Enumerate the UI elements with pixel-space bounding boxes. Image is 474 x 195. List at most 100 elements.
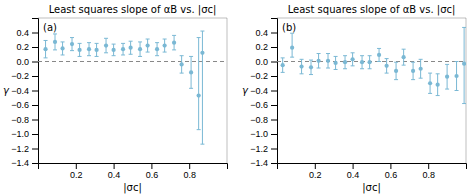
point (53, 40, 57, 44)
panel: 0.20.40.60.80.40.20.0−0.2−0.4−0.6−0.8−1.… (3, 4, 227, 194)
point (462, 62, 466, 66)
y-axis-tick: −0.6 (250, 100, 277, 110)
y-axis-tick: −0.2 (11, 71, 38, 81)
y-axis-tick-mark (32, 105, 38, 106)
error-bar (334, 56, 338, 69)
y-axis-tick-mark (271, 134, 277, 135)
error-bar (146, 39, 150, 52)
point (70, 42, 74, 46)
y-axis-tick-label: −1.4 (11, 158, 29, 168)
y-axis-tick-label: −1.0 (11, 129, 29, 139)
error-bar (462, 27, 466, 103)
y-axis-tick: 0.0 (16, 57, 38, 67)
y-axis-tick: −0.8 (250, 115, 277, 125)
point (445, 75, 449, 79)
y-axis-tick: −1.0 (11, 129, 38, 139)
point (281, 63, 285, 67)
point (43, 47, 47, 51)
y-axis-tick-label: −0.2 (11, 71, 29, 81)
title: Least squares slope of αB vs. |σc| (288, 4, 456, 16)
y-axis-tick-label: 0.0 (16, 57, 29, 67)
x-axis-line (278, 164, 467, 170)
y-axis-tick-label: −0.6 (250, 100, 268, 110)
y-axis-tick-mark (32, 47, 38, 48)
x-axis-tick-label: 0.2 (70, 170, 83, 180)
x-axis-tick: 0.2 (70, 163, 83, 180)
y-axis-tick: 0.0 (255, 57, 277, 67)
x-axis-line (39, 164, 228, 170)
point (197, 93, 201, 97)
point (419, 67, 423, 71)
error-bar (112, 44, 116, 56)
error-bar (53, 34, 57, 50)
panel: 0.20.40.60.80.40.20.0−0.2−0.4−0.6−0.8−1.… (242, 4, 466, 194)
point (385, 64, 389, 68)
error-bar (95, 43, 99, 56)
point (350, 57, 354, 61)
error-bar (189, 56, 193, 88)
frame-top (277, 18, 466, 19)
y-axis-line (32, 19, 39, 164)
x-axis-tick-label: 0.4 (108, 170, 121, 180)
error-bar (104, 38, 108, 53)
y-axis-tick-label: 0.2 (16, 42, 29, 52)
error-bar (44, 40, 48, 57)
point (94, 48, 98, 52)
x-axis-tick-mark (114, 163, 115, 169)
x-axis-tick-mark (76, 163, 77, 169)
y-axis-tick: −1.2 (11, 144, 38, 154)
y-axis-tick-label: −0.8 (250, 115, 268, 125)
frame-right (227, 18, 228, 163)
error-bar (317, 54, 321, 69)
error-bar (360, 56, 364, 69)
point (172, 41, 176, 45)
y-axis-tick-mark (271, 76, 277, 77)
y-axis-tick-label: −1.4 (250, 158, 268, 168)
point (367, 60, 371, 64)
point (411, 69, 415, 73)
panel-label: (b) (282, 22, 296, 33)
point (128, 46, 132, 50)
error-bar (172, 35, 176, 50)
y-axis-tick-label: −0.6 (11, 100, 29, 110)
point (138, 47, 142, 51)
x-axis-tick-mark (151, 163, 152, 169)
y-axis-tick-mark (271, 47, 277, 48)
x-axis-tick: 0.4 (108, 163, 121, 180)
y-axis-tick-label: −1.0 (250, 129, 268, 139)
frame-top (38, 18, 227, 19)
error-bar (455, 62, 459, 91)
x-axis-title: |σc| (362, 182, 381, 194)
x-axis: 0.20.40.60.8 (278, 163, 467, 180)
plot-area (277, 27, 466, 103)
point (189, 70, 193, 74)
point (343, 60, 347, 64)
y-axis-tick-mark (271, 149, 277, 150)
error-bar (385, 59, 389, 74)
y-axis-tick-mark (32, 134, 38, 135)
error-bar (61, 42, 65, 55)
x-axis-tick-mark (428, 163, 429, 169)
frame-right (466, 18, 467, 163)
error-bar (428, 73, 432, 93)
point (360, 60, 364, 64)
error-bar (343, 56, 347, 69)
figure: 0.20.40.60.8 0.4 0.2 0.0 −0.2 −0.4 −0.6 −0.8 −1.… (0, 0, 474, 195)
error-bar (78, 43, 82, 56)
title: Least squares slope of αB vs. |σc| (49, 4, 217, 16)
point (60, 46, 64, 50)
point (155, 47, 159, 51)
y-axis-tick-label: −0.8 (11, 115, 29, 125)
y-axis-title: γ (3, 85, 10, 96)
point (104, 43, 108, 47)
y-axis-tick: −0.4 (250, 86, 277, 96)
y-axis-title: γ (242, 85, 249, 96)
error-bar (419, 59, 423, 78)
error-bar (300, 59, 304, 73)
error-bar (411, 62, 415, 79)
point (299, 64, 303, 68)
y-axis-tick: 0.4 (16, 28, 38, 38)
error-bar (70, 38, 74, 51)
y-axis-tick-mark (32, 91, 38, 92)
y-axis-tick-label: 0.0 (255, 57, 268, 67)
